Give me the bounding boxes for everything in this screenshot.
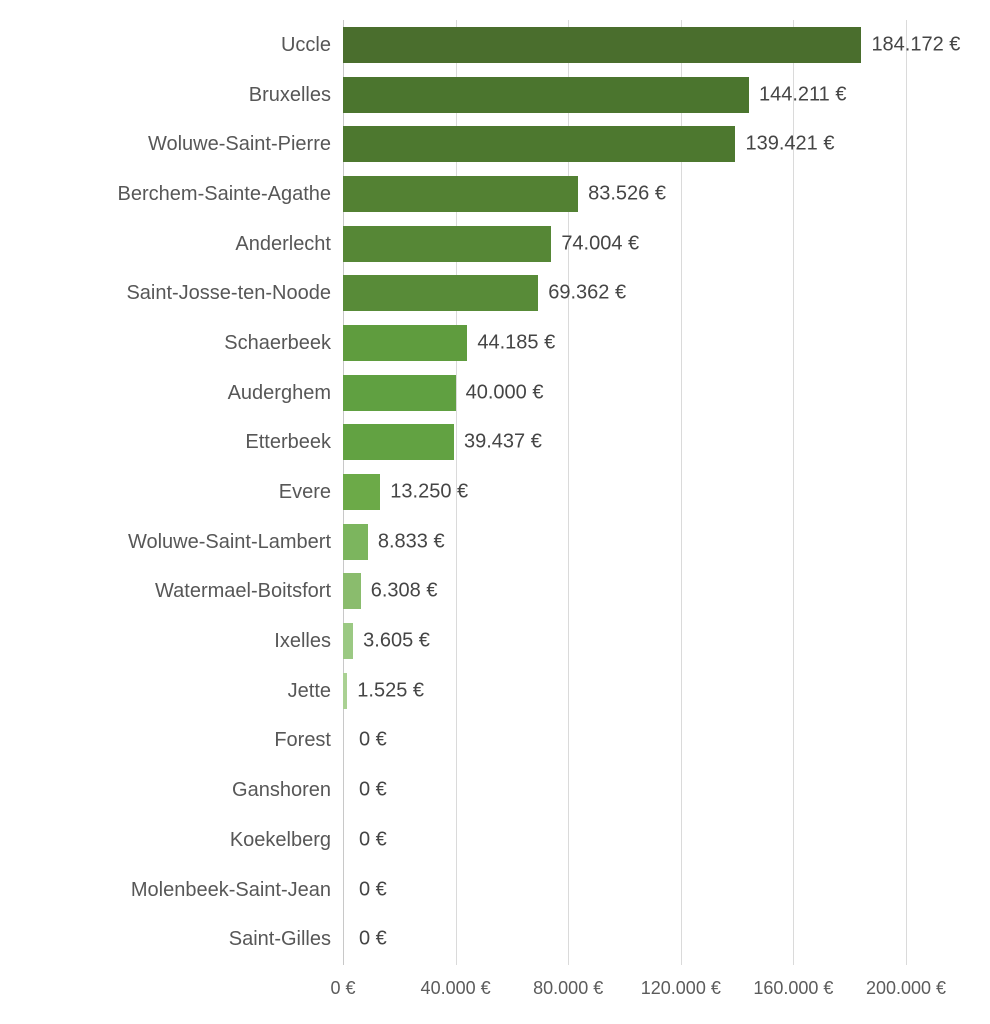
bar: [343, 275, 539, 312]
value-label: 69.362 €: [548, 281, 627, 304]
value-label: 39.437 €: [464, 430, 542, 453]
value-label: 40.000 €: [465, 381, 544, 404]
bar: [343, 523, 368, 560]
bar: [343, 175, 579, 212]
bar-track: 40.000 €: [343, 368, 990, 418]
category-label: Saint-Josse-ten-Noode: [126, 282, 331, 305]
x-tick-label: 40.000 €: [420, 978, 491, 998]
value-label: 0 €: [359, 927, 387, 950]
bar-track: 0 €: [343, 865, 990, 915]
bar-track: 8.833 €: [343, 517, 990, 567]
bar-row: Forest 0 €: [0, 716, 990, 766]
bar: [343, 623, 354, 660]
bar-track: 144.211 €: [343, 70, 990, 120]
value-label: 0 €: [359, 878, 387, 901]
bar-track: 74.004 €: [343, 219, 990, 269]
bar: [343, 76, 749, 113]
category-label: Auderghem: [227, 381, 331, 404]
bar-row: Jette 1.525 €: [0, 666, 990, 716]
category-label: Molenbeek-Saint-Jean: [130, 878, 331, 901]
value-label: 83.526 €: [588, 182, 666, 205]
category-label: Bruxelles: [248, 83, 331, 106]
value-label: 6.308 €: [370, 579, 438, 602]
category-label: Etterbeek: [245, 431, 331, 454]
bar-row: Molenbeek-Saint-Jean 0 €: [0, 865, 990, 915]
value-label: 184.172 €: [871, 33, 961, 56]
category-label: Anderlecht: [235, 232, 331, 255]
bar-track: 44.185 €: [343, 318, 990, 368]
value-label: 139.421 €: [745, 132, 835, 155]
value-label: 0 €: [359, 778, 387, 801]
value-label: 144.211 €: [758, 83, 847, 106]
bar-row: Saint-Josse-ten-Noode 69.362 €: [0, 268, 990, 318]
value-label: 0 €: [359, 828, 387, 851]
bar: [343, 26, 862, 63]
x-tick-label: 80.000 €: [533, 978, 604, 998]
category-label: Schaerbeek: [224, 331, 331, 354]
bar-rows: Uccle 184.172 € Bruxelles 144.211 € Woluwe-S…: [0, 20, 990, 964]
category-label: Ganshoren: [232, 779, 331, 802]
bar-row: Schaerbeek 44.185 €: [0, 318, 990, 368]
bar-row: Auderghem 40.000 €: [0, 368, 990, 418]
bar-track: 83.526 €: [343, 169, 990, 219]
bar-track: 1.525 €: [343, 666, 990, 716]
bar: [343, 474, 381, 511]
bar-track: 139.421 €: [343, 119, 990, 169]
category-label: Evere: [278, 481, 331, 504]
value-label: 3.605 €: [363, 629, 430, 652]
value-label: 8.833 €: [377, 530, 445, 553]
category-label: Woluwe-Saint-Lambert: [127, 530, 331, 553]
bar-track: 6.308 €: [343, 567, 990, 617]
bar-row: Woluwe-Saint-Lambert 8.833 €: [0, 517, 990, 567]
bar-track: 0 €: [343, 815, 990, 865]
value-label: 44.185 €: [477, 331, 556, 354]
value-label: 74.004 €: [561, 232, 640, 255]
bar-row: Koekelberg 0 €: [0, 815, 990, 865]
bar-row: Watermael-Boitsfort 6.308 €: [0, 567, 990, 617]
category-label: Jette: [287, 679, 331, 702]
category-label: Uccle: [280, 33, 331, 56]
bar-row: Anderlecht 74.004 €: [0, 219, 990, 269]
bar: [343, 324, 468, 361]
x-tick-label: 160.000 €: [753, 978, 834, 998]
x-tick-label: 0 €: [330, 978, 356, 998]
bar: [343, 126, 736, 163]
bar-row: Evere 13.250 €: [0, 467, 990, 517]
value-label: 1.525 €: [357, 679, 425, 702]
bar-track: 0 €: [343, 914, 990, 964]
category-label: Koekelberg: [229, 828, 331, 851]
x-axis: 0 € 40.000 € 80.000 € 120.000 € 160.000 € 200…: [330, 978, 946, 1002]
bar-track: 184.172 €: [343, 20, 990, 70]
bar-row: Ganshoren 0 €: [0, 765, 990, 815]
bar-row: Woluwe-Saint-Pierre 139.421 €: [0, 119, 990, 169]
x-tick-label: 200.000 €: [865, 978, 947, 998]
bar: [343, 374, 456, 411]
bar-track: 3.605 €: [343, 616, 990, 666]
bar-row: Bruxelles 144.211 €: [0, 70, 990, 120]
bar: [343, 672, 348, 709]
value-label: 13.250 €: [390, 480, 469, 503]
bar-row: Etterbeek 39.437 €: [0, 418, 990, 468]
x-tick-label: 120.000 €: [640, 978, 721, 998]
category-label: Ixelles: [274, 630, 331, 653]
bar-track: 13.250 €: [343, 467, 990, 517]
bar: [343, 225, 552, 262]
category-label: Saint-Gilles: [228, 928, 331, 951]
bar-track: 69.362 €: [343, 268, 990, 318]
bar: [343, 573, 361, 610]
bar-row: Berchem-Sainte-Agathe 83.526 €: [0, 169, 990, 219]
bar-row: Uccle 184.172 €: [0, 20, 990, 70]
category-label: Forest: [274, 729, 331, 752]
bar-track: 0 €: [343, 765, 990, 815]
bar-track: 0 €: [343, 716, 990, 766]
category-label: Woluwe-Saint-Pierre: [147, 133, 331, 156]
category-label: Watermael-Boitsfort: [155, 580, 331, 603]
bar-track: 39.437 €: [343, 418, 990, 468]
value-label: 0 €: [359, 728, 387, 751]
bar-row: Ixelles 3.605 €: [0, 616, 990, 666]
bar: [343, 424, 454, 461]
bar-row: Saint-Gilles 0 €: [0, 914, 990, 964]
category-label: Berchem-Sainte-Agathe: [117, 182, 331, 205]
